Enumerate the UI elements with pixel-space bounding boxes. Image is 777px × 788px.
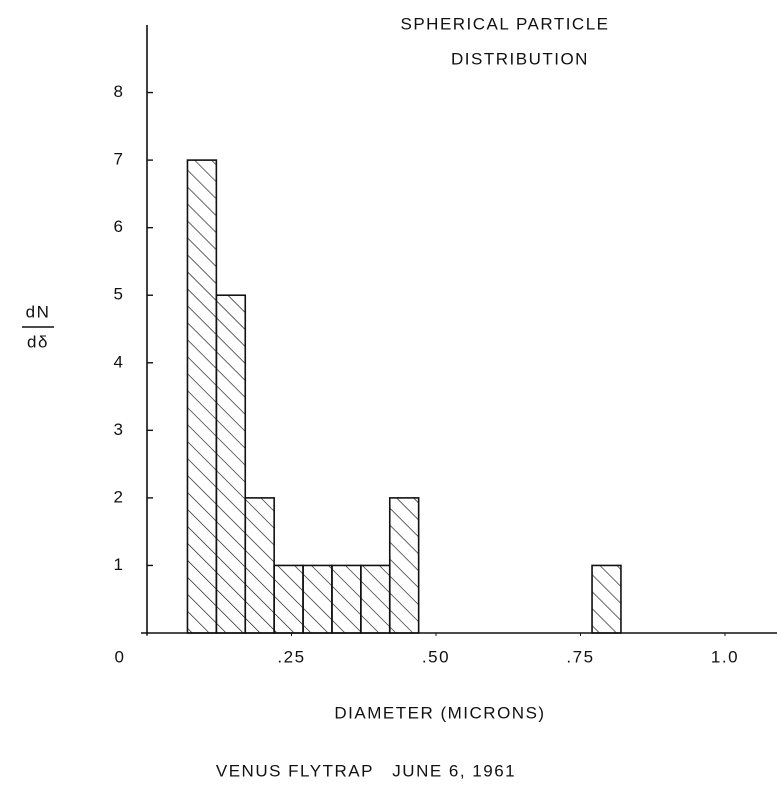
bar [244, 497, 275, 634]
x-tick-label: .75 [566, 647, 594, 666]
y-tick-label: 1 [114, 555, 125, 574]
bar [302, 564, 333, 634]
x-tick-label: .50 [422, 647, 450, 666]
x-tick-label: 1.0 [711, 647, 739, 666]
y-tick-label: 8 [114, 82, 125, 101]
y-tick-label: 7 [114, 150, 125, 169]
y-tick-label: 2 [114, 487, 125, 506]
chart-title: DISTRIBUTION [451, 49, 589, 68]
y-tick-label: 3 [114, 420, 125, 439]
x-axis-label: DIAMETER (MICRONS) [334, 703, 545, 722]
y-axis-label: dδ [27, 332, 49, 351]
bar [186, 159, 218, 634]
bar [331, 564, 362, 634]
caption: VENUS FLYTRAP JUNE 6, 1961 [216, 761, 516, 780]
bar [360, 564, 391, 634]
chart-title: SPHERICAL PARTICLE [400, 14, 609, 33]
bar [273, 564, 304, 634]
y-tick-label: 4 [114, 352, 125, 371]
x-tick-label: .25 [277, 647, 305, 666]
y-tick-label: 5 [114, 285, 125, 304]
bar [388, 497, 420, 634]
y-tick-label: 6 [114, 217, 125, 236]
y-axis-label: dN [26, 302, 51, 321]
bar [591, 564, 622, 634]
x-tick-label: 0 [115, 647, 126, 666]
bar [215, 294, 247, 634]
